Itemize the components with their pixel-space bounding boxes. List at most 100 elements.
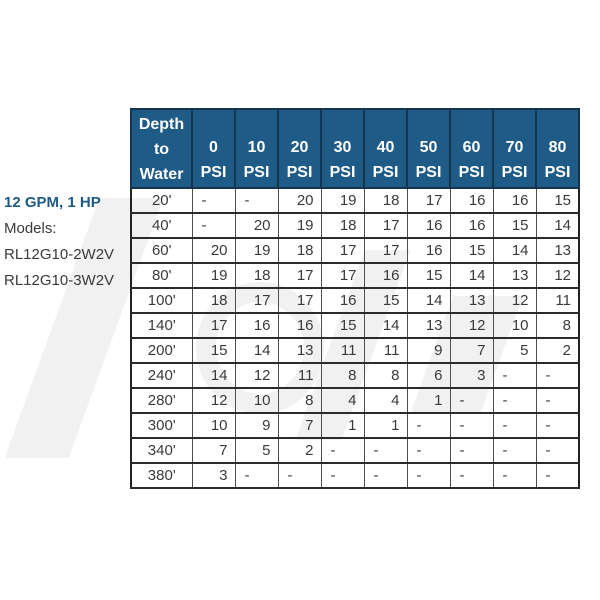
value-cell: 11 [277,362,322,389]
column-header-depth: Depth to Water [130,108,193,189]
value-cell: 16 [449,187,494,214]
value-cell: 17 [406,187,451,214]
value-cell: 18 [363,187,408,214]
table-row: 100' 18 17 17 16 15 14 13 12 11 [130,287,580,314]
depth-cell: 340' [130,437,193,464]
value-cell: 16 [406,212,451,239]
column-header-psi: 70 PSI [492,108,537,189]
value-cell: - [535,362,580,389]
value-cell: 11 [535,287,580,314]
value-cell: 19 [277,212,322,239]
value-cell: 8 [277,387,322,414]
column-header-psi: 60 PSI [449,108,494,189]
table-row: 200' 15 14 13 11 11 9 7 5 2 [130,337,580,364]
value-cell: 19 [234,237,279,264]
table-row: 280' 12 10 8 4 4 1- - - [130,387,580,414]
model-number: RL12G10-2W2V [4,246,115,263]
value-cell: - [406,437,451,464]
value-cell: - [191,187,236,214]
value-cell: 10 [492,312,537,339]
value-cell: 16 [363,262,408,289]
value-cell: - [277,462,322,489]
value-cell: - [535,462,580,489]
value-cell: 16 [234,312,279,339]
depth-cell: 80' [130,262,193,289]
value-cell: - [234,187,279,214]
depth-cell: 200' [130,337,193,364]
value-cell: 12 [449,312,494,339]
value-cell: 17 [277,287,322,314]
value-cell: 4 [320,387,365,414]
column-header-psi: 10 PSI [234,108,279,189]
value-cell: 17 [234,287,279,314]
value-cell: 14 [191,362,236,389]
value-cell: 15 [191,337,236,364]
value-cell: 9 [234,412,279,439]
value-cell: - [535,412,580,439]
value-cell: 4 [363,387,408,414]
value-cell: 2 [277,437,322,464]
value-cell: 15 [406,262,451,289]
header-row: Depth to Water 0 PSI 10 PSI 20 PSI 30 PSI 40 PSI 5… [130,108,580,189]
value-cell: 14 [492,237,537,264]
depth-cell: 280' [130,387,193,414]
value-cell: - [234,462,279,489]
value-cell: 17 [363,237,408,264]
depth-cell: 60' [130,237,193,264]
table-row: 60' 20 19 18 17 17 16 15 14 13 [130,237,580,264]
value-cell: - [492,387,537,414]
value-cell: 12 [234,362,279,389]
value-cell: 17 [320,262,365,289]
value-cell: 7 [191,437,236,464]
value-cell: 15 [449,237,494,264]
depth-cell: 20' [130,187,193,214]
value-cell: - [535,387,580,414]
value-cell: 20 [234,212,279,239]
value-cell: - [492,437,537,464]
depth-cell: 100' [130,287,193,314]
value-cell: - [449,437,494,464]
value-cell: 12 [492,287,537,314]
table-row: 380' 3- - - - - - - - [130,462,580,489]
value-cell: - [492,462,537,489]
value-cell: 13 [277,337,322,364]
depth-cell: 140' [130,312,193,339]
value-cell: 15 [363,287,408,314]
column-header-psi: 20 PSI [277,108,322,189]
value-cell: 6 [406,362,451,389]
value-cell: - [406,412,451,439]
value-cell: 1 [320,412,365,439]
model-number: RL12G10-3W2V [4,272,115,289]
value-cell: - [191,212,236,239]
value-cell: 14 [363,312,408,339]
value-cell: 8 [535,312,580,339]
value-cell: 12 [191,387,236,414]
depth-cell: 300' [130,412,193,439]
side-label: 12 GPM, 1 HP Models: RL12G10-2W2V RL12G1… [4,190,132,294]
value-cell: 20 [277,187,322,214]
value-cell: 8 [320,362,365,389]
value-cell: 12 [535,262,580,289]
value-cell: 8 [363,362,408,389]
value-cell: 17 [191,312,236,339]
value-cell: 16 [320,287,365,314]
value-cell: 13 [492,262,537,289]
value-cell: 16 [492,187,537,214]
value-cell: 10 [191,412,236,439]
value-cell: 17 [363,212,408,239]
depth-cell: 240' [130,362,193,389]
value-cell: - [363,437,408,464]
value-cell: 1 [363,412,408,439]
value-cell: 18 [277,237,322,264]
value-cell: - [449,462,494,489]
value-cell: 3 [449,362,494,389]
value-cell: 20 [191,237,236,264]
table-header: Depth to Water 0 PSI 10 PSI 20 PSI 30 PSI 40 PSI 5… [130,108,580,189]
value-cell: 15 [320,312,365,339]
value-cell: 11 [363,337,408,364]
value-cell: - [449,412,494,439]
pump-rating-label: 12 GPM, 1 HP [4,194,101,211]
value-cell: 10 [234,387,279,414]
column-header-psi: 50 PSI [406,108,451,189]
table-body: 20' - -20 19 18 17 16 16 15 40' -20 19 18 17 16 16 15 14 6… [130,187,580,489]
